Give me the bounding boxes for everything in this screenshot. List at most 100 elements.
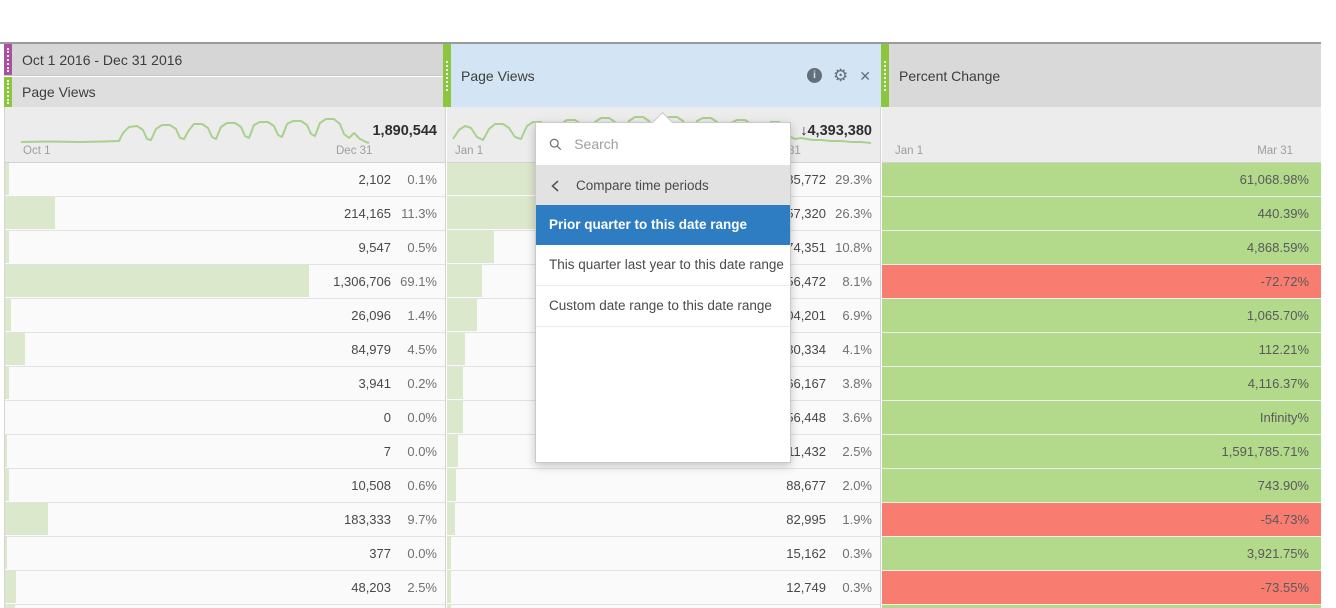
cell-percent: 0.0% <box>407 546 437 561</box>
table-row[interactable]: 15,162 0.3% <box>447 537 880 571</box>
search-input[interactable] <box>572 135 777 153</box>
table-row[interactable]: 26,096 1.4% <box>5 299 445 333</box>
axis-start-label: Oct 1 <box>23 145 51 157</box>
value-bar <box>447 401 463 433</box>
table-row[interactable]: 743.90% <box>882 469 1321 503</box>
dropdown-menu-item[interactable]: This quarter last year to this date rang… <box>536 245 790 286</box>
table-row[interactable]: 2,102 0.1% <box>5 163 445 197</box>
cell-value: 0 <box>383 410 391 425</box>
drag-handle-icon[interactable] <box>443 44 451 107</box>
dropdown-search-row <box>536 123 790 166</box>
value-bar <box>447 231 494 263</box>
column-header-page-views-selected[interactable]: Page Views i ⚙ ✕ <box>443 44 881 107</box>
cell-value: 12,749 <box>786 580 826 595</box>
table-row[interactable]: 84,979 4.5% <box>5 333 445 367</box>
percent-change-value: -54.73% <box>1260 512 1309 527</box>
metric-label: Page Views <box>22 84 96 100</box>
table-row[interactable]: 214,165 11.3% <box>5 197 445 231</box>
metric-label: Percent Change <box>899 67 1001 84</box>
axis-end-label: Mar 31 <box>1257 145 1293 157</box>
value-bar <box>5 571 16 603</box>
close-icon[interactable]: ✕ <box>859 67 871 84</box>
cell-value: 7 <box>383 444 391 459</box>
table-row[interactable]: 112.21% <box>882 333 1321 367</box>
value-bar <box>447 537 451 569</box>
table-row[interactable]: 0 0.0% <box>5 401 445 435</box>
value-bar <box>5 435 7 467</box>
drag-handle-icon[interactable] <box>4 44 12 75</box>
table-row[interactable]: 4,116.37% <box>882 367 1321 401</box>
table-row[interactable]: 1,065.70% <box>882 299 1321 333</box>
table-row[interactable]: -73.55% <box>882 571 1321 605</box>
cell-value: 48,203 <box>351 580 391 595</box>
sparkline-chart <box>20 118 370 144</box>
cell-percent: 9.7% <box>407 512 437 527</box>
cell-value: 1,306,706 <box>333 274 391 289</box>
axis-end-label: Dec 31 <box>336 145 373 157</box>
table-row[interactable]: 10,508 0.6% <box>5 469 445 503</box>
table-row[interactable]: 183,333 9.7% <box>5 503 445 537</box>
percent-change-value: 440.39% <box>1257 206 1309 221</box>
table-row[interactable]: 3,941 0.2% <box>5 367 445 401</box>
value-bar <box>447 367 464 399</box>
percent-change-value: -72.72% <box>1260 274 1309 289</box>
table-row[interactable]: -72.72% <box>882 265 1321 299</box>
cell-value: 377 <box>369 546 391 561</box>
value-bar <box>5 503 48 535</box>
column-header-page-views-left[interactable]: Page Views <box>4 77 443 107</box>
table-row[interactable]: 82,995 1.9% <box>447 503 880 537</box>
gear-icon[interactable]: ⚙ <box>833 66 849 85</box>
metric-total: 1,890,544 <box>372 123 437 139</box>
table-row[interactable]: 3,921.75% <box>882 537 1321 571</box>
cell-percent: 1.9% <box>842 512 872 527</box>
cell-percent: 0.6% <box>407 478 437 493</box>
cell-percent: 29.3% <box>835 172 872 187</box>
percent-change-value: 112.21% <box>1258 342 1309 357</box>
cell-percent: 1.4% <box>407 308 437 323</box>
cell-percent: 0.0% <box>407 410 437 425</box>
cell-percent: 6.9% <box>842 308 872 323</box>
percent-change-value: 1,065.70% <box>1246 308 1309 323</box>
cell-value: 9,547 <box>358 240 391 255</box>
info-icon[interactable]: i <box>807 68 823 83</box>
drag-handle-icon[interactable] <box>4 77 12 107</box>
table-row[interactable]: 440.39% <box>882 197 1321 231</box>
cell-value: 2,102 <box>358 172 391 187</box>
value-bar <box>5 367 9 399</box>
percent-change-value: 61,068.98% <box>1239 172 1309 187</box>
table-row[interactable] <box>447 605 880 608</box>
dropdown-back-item[interactable]: Compare time periods <box>536 166 790 205</box>
drag-handle-icon[interactable] <box>881 44 889 107</box>
table-row[interactable]: Infinity% <box>882 401 1321 435</box>
column-header-date-range[interactable]: Oct 1 2016 - Dec 31 2016 <box>4 44 443 76</box>
table-row[interactable]: 9,547 0.5% <box>5 231 445 265</box>
axis-start-label: Jan 1 <box>895 145 924 157</box>
table-row[interactable]: -54.73% <box>882 503 1321 537</box>
table-row[interactable]: 7 0.0% <box>5 435 445 469</box>
value-bar <box>5 605 16 608</box>
table-row[interactable]: 1,591,785.71% <box>882 435 1321 469</box>
percent-change-value: Infinity% <box>1259 410 1309 425</box>
value-bar <box>5 197 55 229</box>
dropdown-menu-item[interactable]: Custom date range to this date range <box>536 286 790 327</box>
dropdown-menu-item[interactable]: Prior quarter to this date range <box>536 205 790 245</box>
value-bar <box>447 571 451 603</box>
table-row[interactable]: 1,306,706 69.1% <box>5 265 445 299</box>
column-header-percent-change[interactable]: Percent Change <box>881 44 1321 107</box>
value-bar <box>447 605 451 608</box>
table-row[interactable]: 88,677 2.0% <box>447 469 880 503</box>
value-bar <box>5 537 7 569</box>
table-row[interactable] <box>5 605 445 608</box>
table-row[interactable]: 61,068.98% <box>882 163 1321 197</box>
table-row[interactable]: 4,868.59% <box>882 231 1321 265</box>
table-row[interactable]: 377 0.0% <box>5 537 445 571</box>
value-bar <box>447 503 456 535</box>
table-row[interactable]: 12,749 0.3% <box>447 571 880 605</box>
cell-value: 82,995 <box>786 512 826 527</box>
table-row[interactable] <box>882 605 1321 608</box>
cell-percent: 11.3% <box>401 206 437 221</box>
table-row[interactable]: 48,203 2.5% <box>5 571 445 605</box>
value-bar <box>5 265 310 297</box>
metric-total: ↓4,393,380 <box>800 123 872 139</box>
value-bar <box>5 333 25 365</box>
